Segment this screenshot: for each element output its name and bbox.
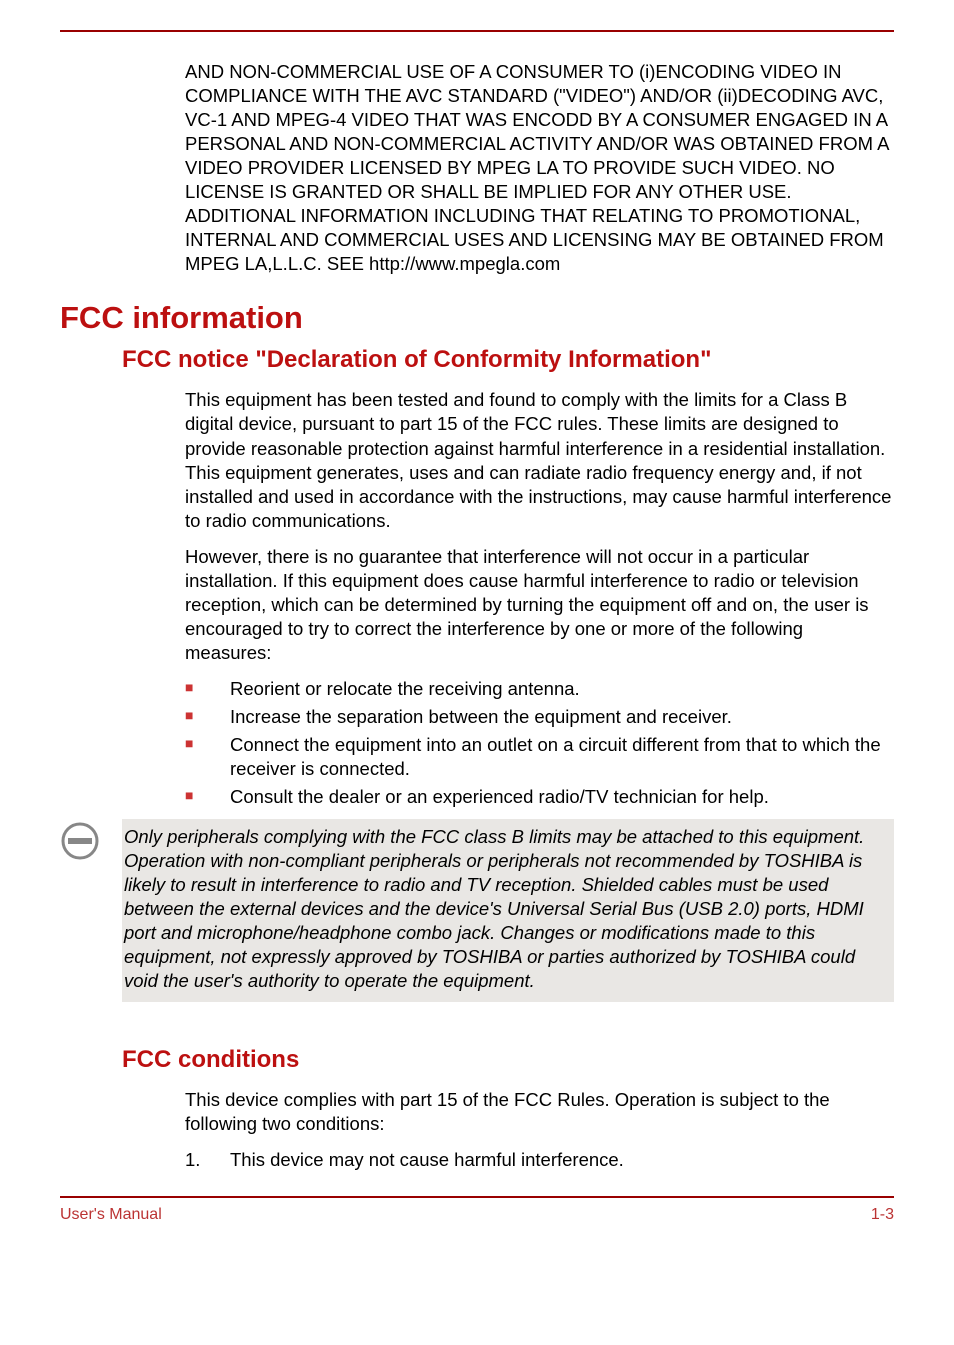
note-block: Only peripherals complying with the FCC … — [60, 819, 894, 1001]
footer: User's Manual 1-3 — [60, 1196, 894, 1224]
intro-paragraph: AND NON-COMMERCIAL USE OF A CONSUMER TO … — [185, 60, 894, 276]
interference-measures-list: Reorient or relocate the receiving anten… — [185, 677, 894, 809]
header-rule — [60, 30, 894, 32]
fcc-conditions-paragraph: This device complies with part 15 of the… — [185, 1088, 894, 1136]
list-item: Consult the dealer or an experienced rad… — [185, 785, 894, 809]
fcc-notice-paragraph-2: However, there is no guarantee that inte… — [185, 545, 894, 665]
list-item: Reorient or relocate the receiving anten… — [185, 677, 894, 701]
fcc-conditions-list: 1. This device may not cause harmful int… — [185, 1148, 894, 1172]
list-item: Increase the separation between the equi… — [185, 705, 894, 729]
list-item: Connect the equipment into an outlet on … — [185, 733, 894, 781]
fcc-notice-paragraph-1: This equipment has been tested and found… — [185, 388, 894, 532]
list-item-number: 1. — [185, 1148, 200, 1172]
note-text: Only peripherals complying with the FCC … — [122, 819, 894, 1001]
note-icon — [60, 821, 100, 861]
list-item-text: This device may not cause harmful interf… — [230, 1149, 624, 1170]
footer-left: User's Manual — [60, 1206, 162, 1224]
footer-right: 1-3 — [871, 1206, 894, 1224]
heading-fcc-notice: FCC notice "Declaration of Conformity In… — [122, 346, 894, 374]
list-item: 1. This device may not cause harmful int… — [185, 1148, 894, 1172]
heading-fcc-information: FCC information — [60, 300, 894, 336]
heading-fcc-conditions: FCC conditions — [122, 1046, 894, 1074]
